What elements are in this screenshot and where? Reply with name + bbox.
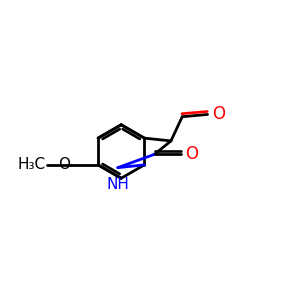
Text: H₃C: H₃C [18,157,46,172]
Text: NH: NH [106,177,129,192]
Text: O: O [58,157,70,172]
Text: O: O [185,145,198,163]
Text: O: O [212,104,225,122]
